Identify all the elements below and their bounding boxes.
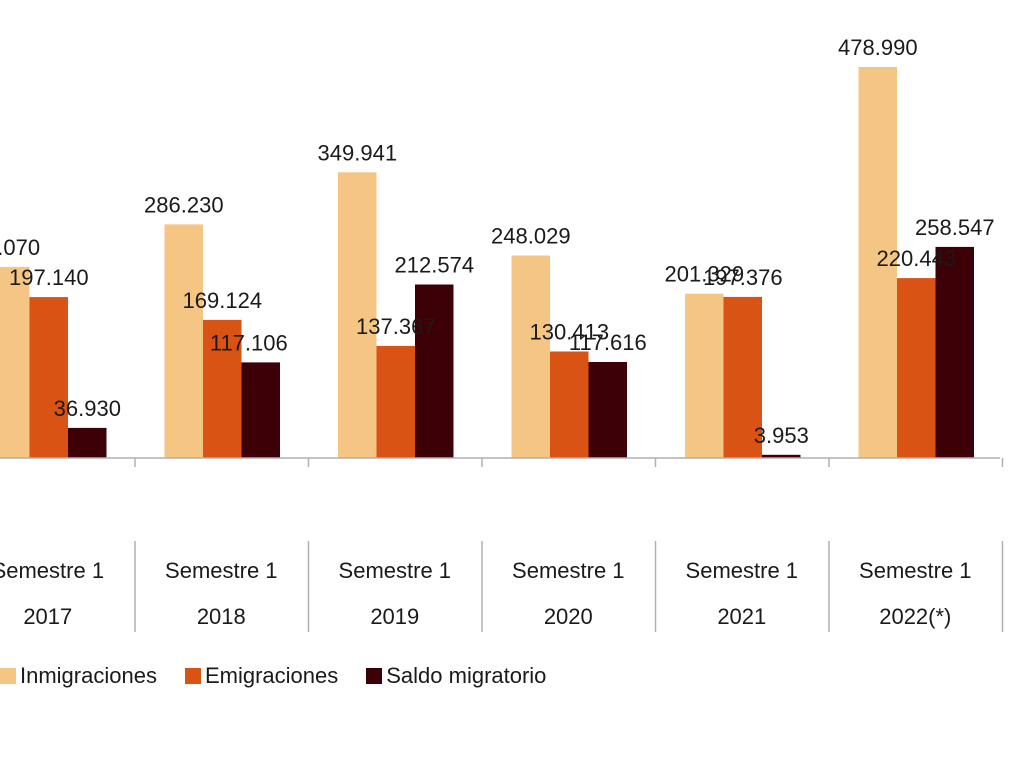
legend-item-emigraciones: Emigraciones — [184, 663, 339, 689]
legend: Inmigraciones Emigraciones Saldo migrato… — [0, 656, 574, 696]
data-label-inmigraciones-5: 478.990 — [838, 35, 918, 60]
bars-layer — [0, 67, 974, 459]
category-labels-layer: Semestre 1 2017 Semestre 1 2018 Semestre 1 20… — [0, 558, 972, 629]
data-label-saldo-migratorio-3: 117.616 — [569, 330, 647, 355]
data-label-emigraciones-4: 197.376 — [703, 265, 783, 290]
data-label-inmigraciones-1: 286.230 — [144, 192, 224, 217]
bar-saldo-migratorio-1 — [241, 362, 280, 458]
legend-label-inmigraciones: Inmigraciones — [20, 663, 157, 688]
data-label-saldo-migratorio-5: 258.547 — [915, 215, 995, 240]
data-label-inmigraciones-3: 248.029 — [491, 224, 571, 249]
bar-saldo-migratorio-5 — [935, 246, 974, 458]
legend-swatch-emigraciones — [184, 668, 201, 684]
category-label-line1: Semestre 1 — [165, 558, 278, 583]
bar-saldo-migratorio-3 — [588, 362, 627, 458]
category-label-line1: Semestre 1 — [859, 558, 972, 583]
data-label-emigraciones-5: 220.443 — [877, 246, 957, 271]
data-label-emigraciones-2: 137.367 — [356, 314, 436, 339]
data-label-saldo-migratorio-0: 36.930 — [54, 396, 121, 421]
data-label-emigraciones-1: 169.124 — [183, 288, 263, 313]
data-label-inmigraciones-2: 349.941 — [318, 140, 398, 165]
bar-emigraciones-4 — [723, 296, 762, 458]
x-axis — [0, 457, 1004, 632]
category-label-line1: Semestre 1 — [0, 558, 104, 583]
bar-saldo-migratorio-2 — [415, 284, 454, 458]
legend-item-inmigraciones: Inmigraciones — [0, 663, 157, 689]
data-label-saldo-migratorio-4: 3.953 — [754, 423, 809, 448]
category-label-line2: 2022(*) — [879, 604, 951, 629]
bar-emigraciones-3 — [550, 351, 589, 458]
data-label-saldo-migratorio-1: 117.106 — [210, 330, 288, 355]
bar-emigraciones-2 — [376, 345, 415, 458]
data-label-inmigraciones-0: 234.070 — [0, 235, 40, 260]
data-label-emigraciones-0: 197.140 — [9, 265, 89, 290]
legend-item-saldo-migratorio: Saldo migratorio — [366, 663, 546, 689]
bar-inmigraciones-2 — [338, 172, 377, 459]
legend-label-emigraciones: Emigraciones — [204, 663, 339, 688]
category-label-line1: Semestre 1 — [686, 558, 799, 583]
category-label-line2: 2018 — [197, 604, 246, 629]
data-label-saldo-migratorio-2: 212.574 — [395, 253, 475, 278]
bar-emigraciones-1 — [203, 319, 242, 458]
bar-emigraciones-5 — [897, 278, 936, 458]
category-label-line2: 2020 — [544, 604, 593, 629]
bar-inmigraciones-5 — [858, 67, 897, 458]
category-label-line1: Semestre 1 — [339, 558, 452, 583]
data-label-inmigraciones-4: 201.329 — [665, 262, 745, 287]
bar-inmigraciones-3 — [511, 255, 550, 458]
data-labels-layer: 234.070 286.230 349.941 248.029 201.329 478.9… — [0, 35, 995, 448]
category-label-line2: 2017 — [23, 604, 72, 629]
bar-inmigraciones-0 — [0, 266, 30, 458]
bar-inmigraciones-1 — [164, 224, 203, 458]
legend-label-saldo-migratorio: Saldo migratorio — [386, 663, 547, 688]
legend-swatch-saldo-migratorio — [366, 668, 383, 684]
legend-swatch-inmigraciones — [0, 668, 16, 684]
bar-inmigraciones-4 — [685, 293, 724, 458]
bar-saldo-migratorio-0 — [68, 427, 107, 458]
bar-saldo-migratorio-4 — [762, 454, 801, 458]
category-label-line1: Semestre 1 — [512, 558, 625, 583]
category-label-line2: 2021 — [717, 604, 766, 629]
category-label-line2: 2019 — [370, 604, 419, 629]
data-label-emigraciones-3: 130.413 — [530, 320, 610, 345]
bar-emigraciones-0 — [29, 297, 68, 458]
